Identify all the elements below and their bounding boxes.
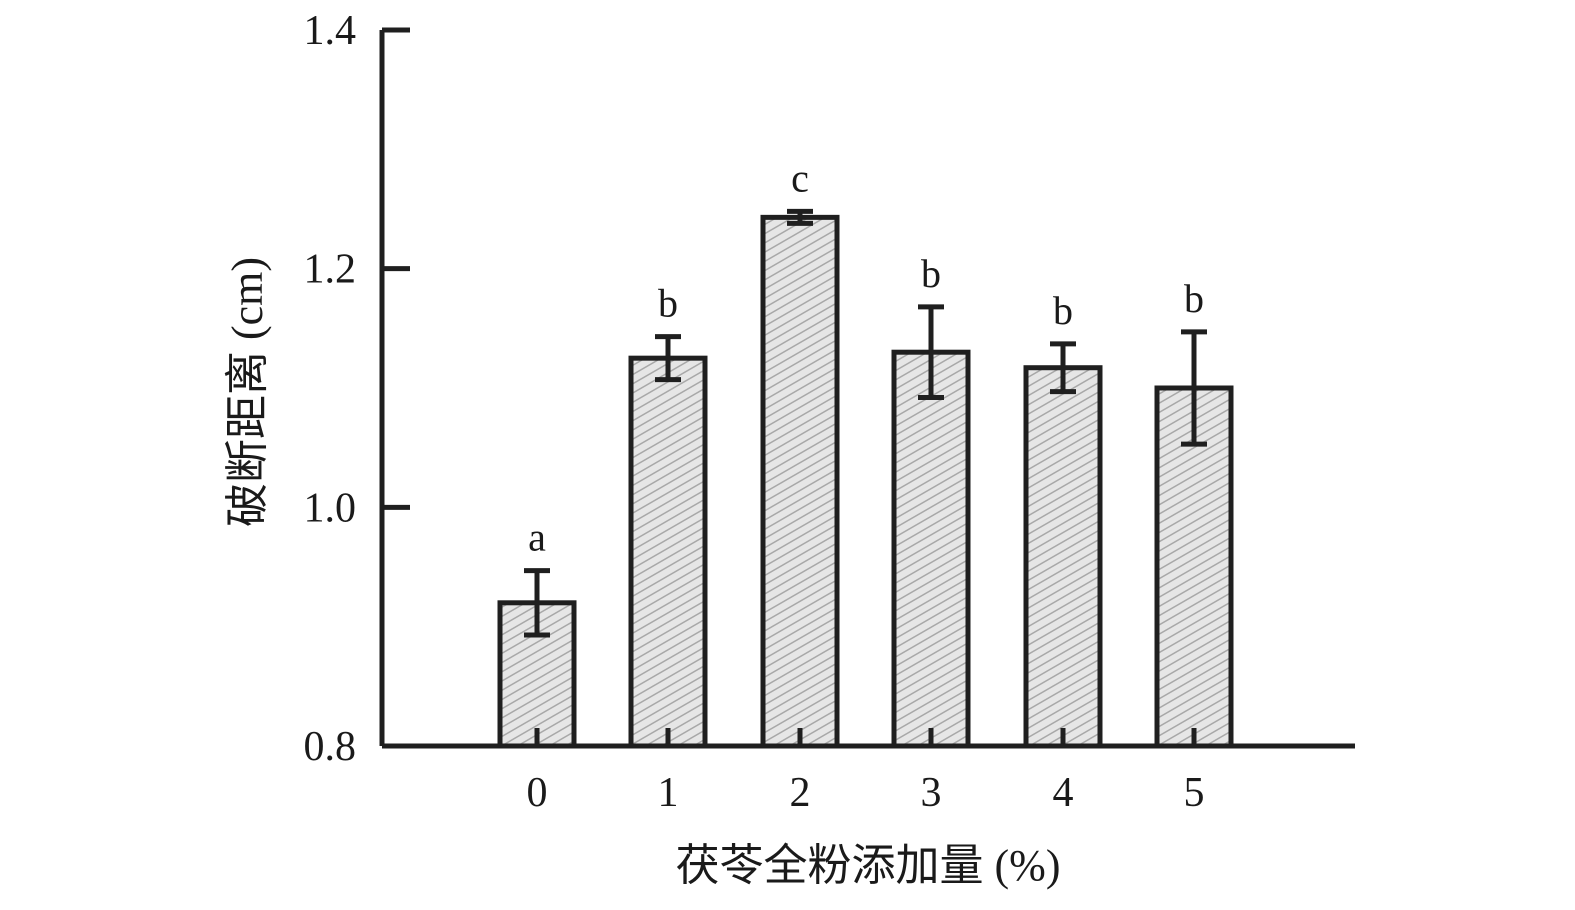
error-bar-2 — [787, 208, 813, 226]
x-tick-label-3: 3 — [921, 770, 942, 816]
y-tick-label-1.4: 1.4 — [304, 8, 357, 54]
bar-3 — [891, 349, 971, 749]
x-tick-label-4: 4 — [1053, 770, 1074, 816]
error-bar-5 — [1181, 329, 1207, 447]
x-tick-label-2: 2 — [790, 770, 811, 816]
significance-label-5: b — [1184, 276, 1204, 321]
significance-label-3: b — [921, 251, 941, 296]
x-axis-title: 茯苓全粉添加量 (%) — [676, 841, 1061, 890]
significance-label-0: a — [528, 515, 546, 560]
error-bar-3 — [918, 304, 944, 401]
text-layer: a 0 b 1 c 2 b 3 b 4 b 5 0.8 1.0 1.2 1.4 茯苓全粉添加量 (%) 破断距离 … — [223, 8, 1205, 890]
error-bar-4 — [1050, 341, 1076, 395]
significance-label-4: b — [1053, 288, 1073, 333]
axes-layer — [379, 27, 1355, 749]
x-tick-label-0: 0 — [527, 770, 548, 816]
y-tick-label-0.8: 0.8 — [304, 724, 357, 770]
x-tick-label-5: 5 — [1184, 770, 1205, 816]
error-bar-0 — [524, 568, 550, 638]
significance-label-1: b — [658, 281, 678, 326]
x-tick-label-1: 1 — [658, 770, 679, 816]
y-axis-title: 破断距离 (cm) — [223, 257, 272, 527]
bar-1 — [628, 355, 708, 749]
y-tick-label-1.0: 1.0 — [304, 485, 357, 531]
bars-layer — [497, 208, 1234, 749]
y-tick-label-1.2: 1.2 — [304, 247, 357, 293]
bar-2 — [760, 214, 840, 749]
significance-label-2: c — [791, 155, 809, 200]
error-bar-1 — [655, 334, 681, 383]
bar-4 — [1023, 365, 1103, 749]
